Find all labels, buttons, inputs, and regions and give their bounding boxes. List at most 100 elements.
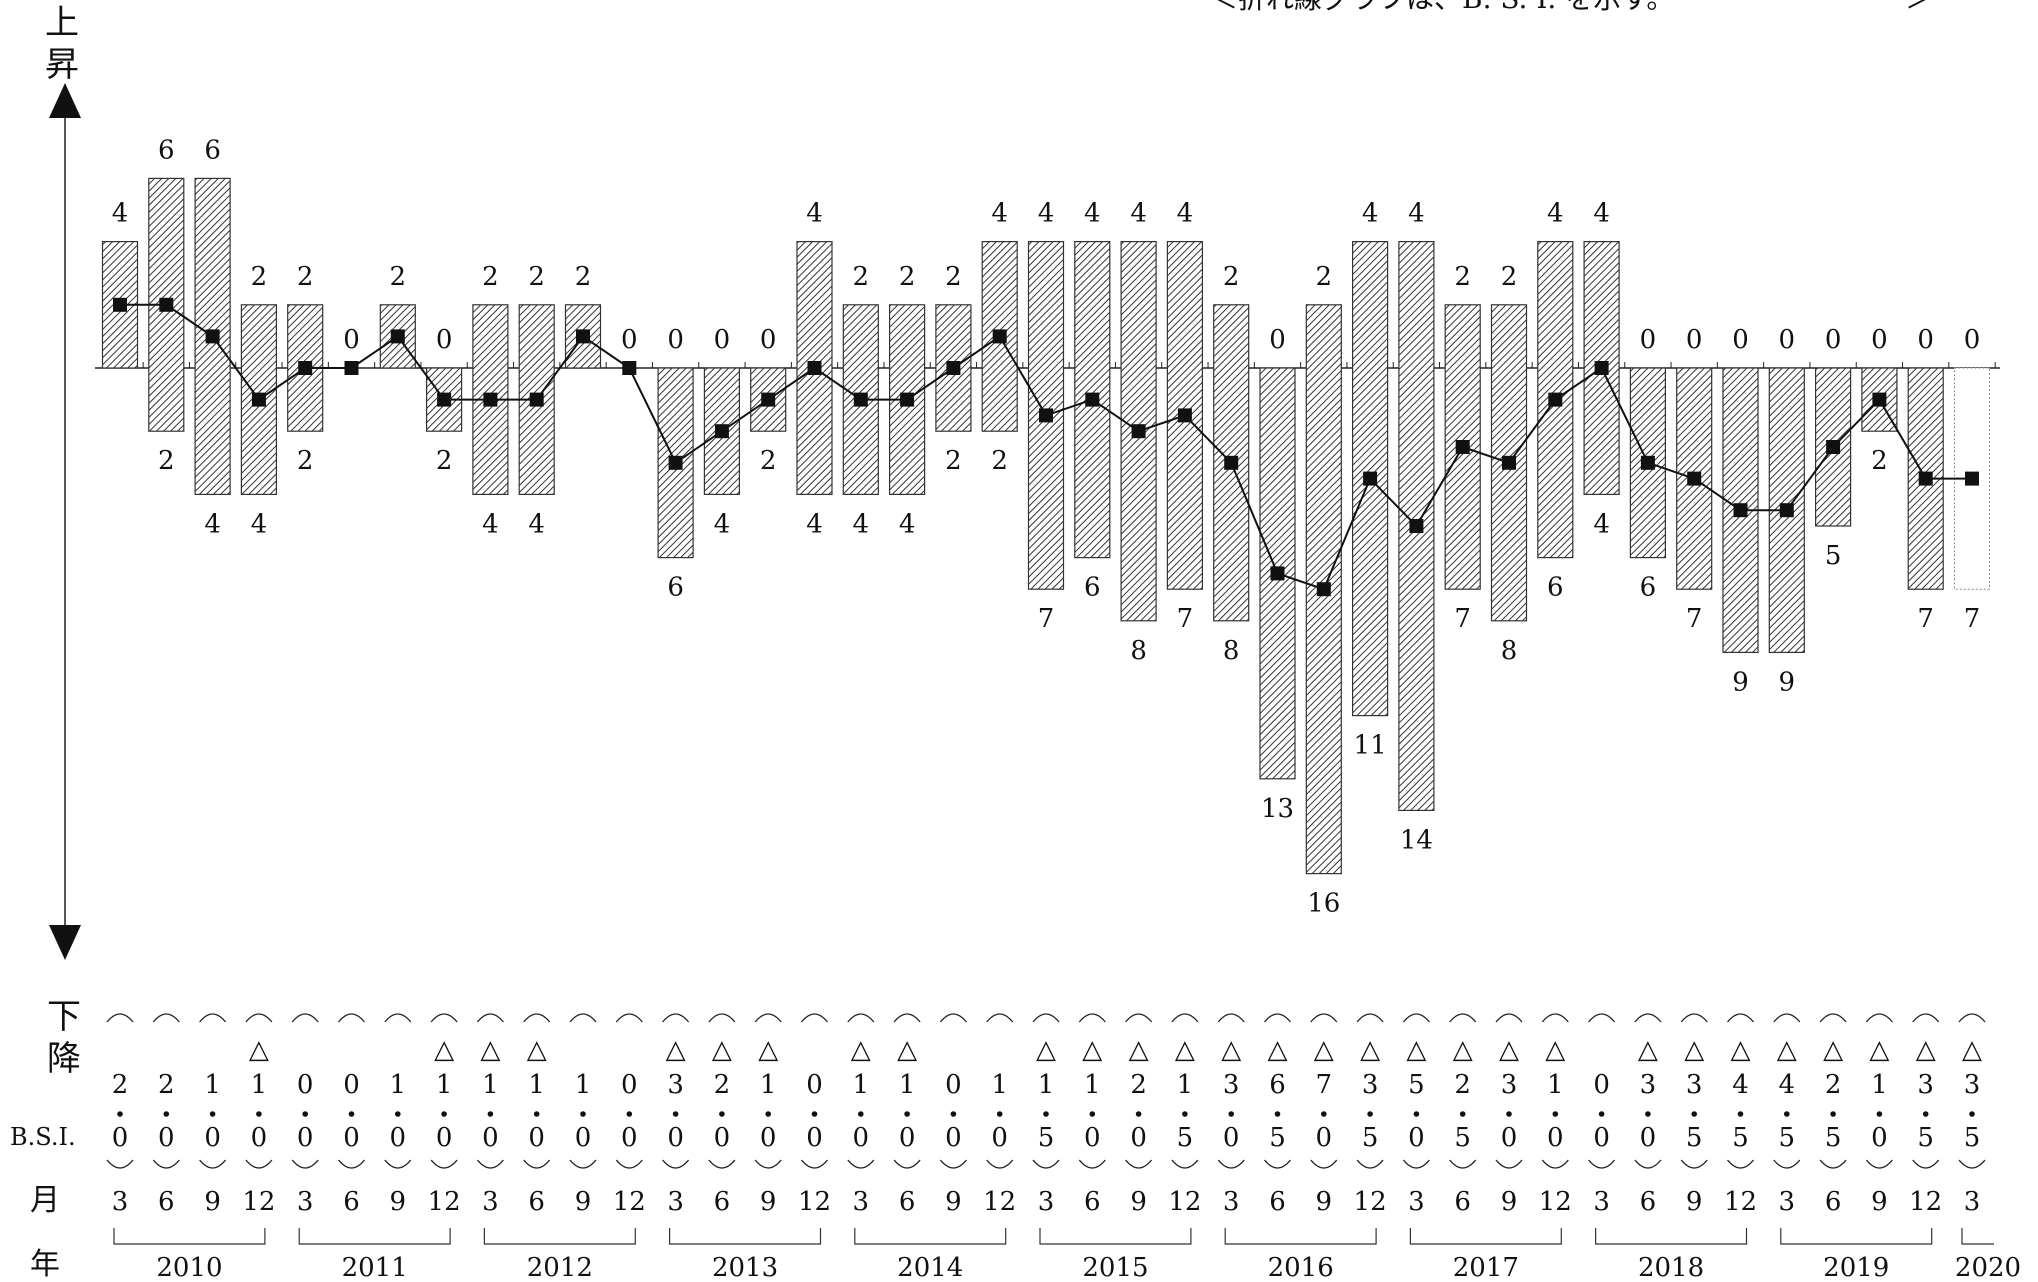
- paren-open-29: [1449, 1013, 1477, 1023]
- paren-open-35: [1726, 1013, 1755, 1023]
- paren-close-27: [1356, 1159, 1384, 1169]
- bsi-dot-40: [1969, 1111, 1975, 1117]
- bsi-dot-11: [626, 1111, 633, 1117]
- bsi-dec-5: 0: [343, 1123, 360, 1153]
- bsi-dec-12: 0: [667, 1123, 684, 1153]
- bsi-point-24: [1224, 455, 1239, 470]
- paren-close-2: [199, 1159, 227, 1169]
- down-value-label-9: 4: [528, 509, 545, 539]
- bsi-dec-19: 0: [991, 1123, 1008, 1153]
- bsi-minus-8: △: [480, 1035, 500, 1065]
- down-value-label-13: 4: [714, 509, 731, 539]
- year-label-10: 2020: [1955, 1253, 2021, 1282]
- month-label-25: 6: [1269, 1187, 1286, 1217]
- down-value-label-38: 2: [1871, 446, 1888, 476]
- label-month: 月: [30, 1183, 60, 1218]
- year-label-1: 2011: [342, 1253, 408, 1282]
- bsi-minus-7: △: [434, 1035, 454, 1065]
- header-note: ＜折れ線グラフは、B. S. I. を示す。: [1210, 0, 1674, 15]
- down-value-label-22: 8: [1130, 636, 1147, 666]
- bsi-point-13: [714, 424, 729, 439]
- year-bracket-1: [298, 1228, 451, 1245]
- bsi-dec-3: 0: [251, 1123, 268, 1153]
- down-value-label-34: 7: [1686, 604, 1703, 634]
- paren-close-5: [337, 1159, 366, 1169]
- paren-close-3: [245, 1159, 273, 1169]
- bsi-point-27: [1363, 471, 1378, 486]
- bsi-point-4: [298, 361, 313, 375]
- up-value-label-6: 2: [390, 262, 407, 292]
- paren-close-31: [1541, 1159, 1569, 1169]
- bsi-dot-33: [1645, 1111, 1651, 1117]
- month-label-18: 9: [945, 1187, 962, 1217]
- bsi-int-32: 0: [1593, 1070, 1610, 1100]
- paren-close-21: [1078, 1159, 1106, 1169]
- bsi-int-23: 1: [1177, 1070, 1194, 1100]
- bsi-point-31: [1548, 392, 1563, 407]
- month-label-13: 6: [714, 1187, 731, 1217]
- up-value-label-16: 2: [853, 262, 870, 292]
- month-label-21: 6: [1084, 1187, 1101, 1217]
- year-bracket-6: [1224, 1228, 1377, 1245]
- year-bracket-4: [854, 1228, 1007, 1245]
- bsi-int-34: 3: [1686, 1070, 1703, 1100]
- paren-close-24: [1217, 1159, 1245, 1169]
- bsi-int-19: 1: [991, 1070, 1008, 1100]
- bsi-dot-20: [1043, 1111, 1049, 1117]
- bsi-dec-9: 0: [528, 1123, 545, 1153]
- down-value-label-23: 7: [1177, 604, 1194, 634]
- bsi-int-2: 1: [204, 1070, 221, 1100]
- bsi-dec-35: 5: [1732, 1123, 1749, 1153]
- bsi-dec-32: 0: [1593, 1123, 1610, 1153]
- bsi-dec-18: 0: [945, 1123, 962, 1153]
- bsi-point-40: [1965, 471, 1979, 486]
- month-label-9: 6: [528, 1187, 545, 1217]
- bsi-int-20: 1: [1038, 1070, 1055, 1100]
- bsi-minus-16: △: [851, 1035, 871, 1065]
- bsi-dot-32: [1598, 1111, 1605, 1117]
- paren-open-16: [847, 1013, 875, 1023]
- paren-open-0: [106, 1013, 134, 1023]
- month-label-4: 3: [297, 1187, 314, 1217]
- down-value-label-32: 4: [1593, 509, 1610, 539]
- bsi-dec-23: 5: [1177, 1123, 1194, 1153]
- year-label-8: 2018: [1638, 1253, 1704, 1282]
- paren-open-2: [199, 1013, 227, 1023]
- bsi-minus-33: △: [1638, 1035, 1658, 1065]
- down-value-label-4: 2: [297, 446, 314, 476]
- bsi-minus-40: △: [1962, 1035, 1982, 1065]
- bsi-int-0: 2: [112, 1070, 129, 1100]
- paren-close-14: [754, 1159, 782, 1169]
- bsi-dot-24: [1228, 1111, 1234, 1117]
- paren-close-33: [1634, 1159, 1662, 1169]
- down-value-label-30: 8: [1501, 636, 1518, 666]
- bsi-int-6: 1: [390, 1070, 407, 1100]
- bsi-point-5: [344, 361, 359, 375]
- down-value-label-7: 2: [436, 446, 453, 476]
- up-value-label-3: 2: [251, 262, 268, 292]
- up-value-label-5: 0: [343, 325, 360, 355]
- down-value-label-25: 13: [1261, 794, 1294, 824]
- month-label-8: 3: [482, 1187, 499, 1217]
- bsi-point-36: [1779, 503, 1794, 518]
- down-value-label-18: 2: [945, 446, 962, 476]
- year-label-9: 2019: [1823, 1253, 1889, 1282]
- month-label-5: 6: [343, 1187, 360, 1217]
- down-value-label-19: 2: [991, 446, 1008, 476]
- month-label-35: 12: [1724, 1187, 1757, 1217]
- bsi-dot-21: [1089, 1111, 1096, 1117]
- bsi-int-35: 4: [1732, 1070, 1749, 1100]
- bsi-int-3: 1: [251, 1070, 268, 1100]
- paren-open-23: [1171, 1013, 1199, 1023]
- bsi-int-40: 3: [1964, 1070, 1981, 1100]
- bsi-minus-14: △: [758, 1035, 778, 1065]
- month-label-17: 6: [899, 1187, 916, 1217]
- label-bsi: B.S.I.: [10, 1123, 76, 1151]
- bsi-dot-8: [487, 1111, 494, 1117]
- bsi-dot-22: [1135, 1111, 1142, 1117]
- bsi-point-10: [576, 329, 590, 344]
- up-value-label-28: 4: [1408, 199, 1425, 229]
- bsi-dot-18: [950, 1111, 957, 1117]
- month-label-1: 6: [158, 1187, 175, 1217]
